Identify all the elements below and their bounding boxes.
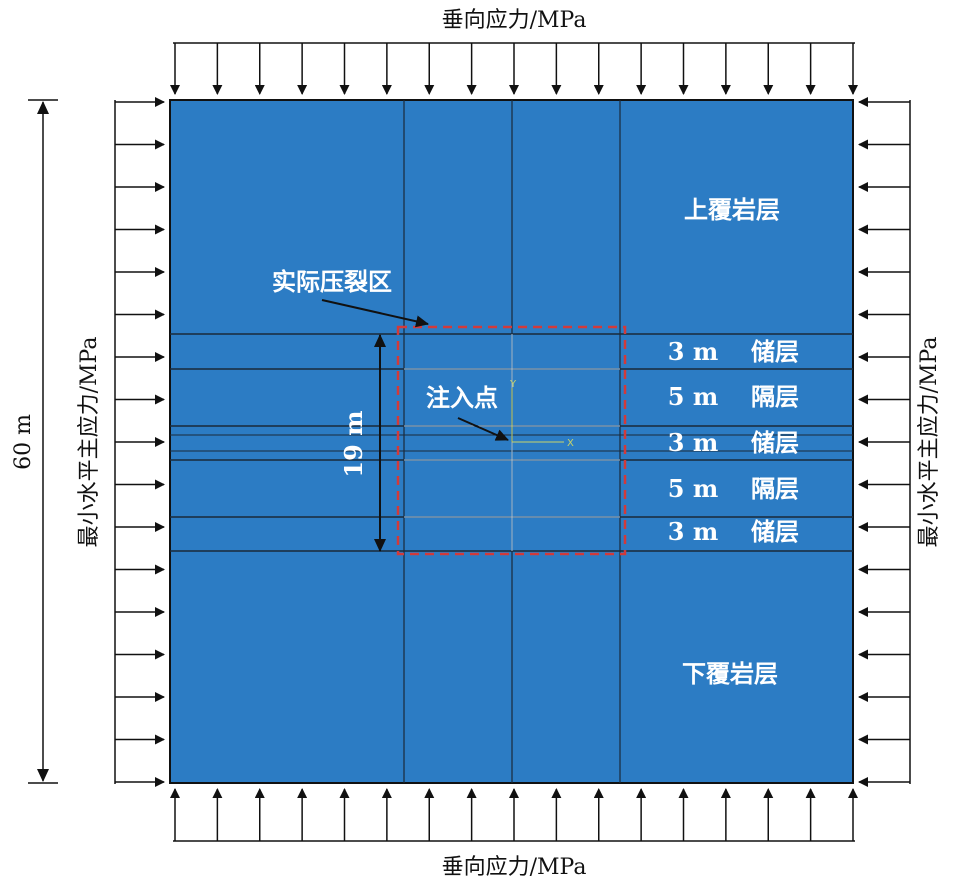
fracture-zone-label: 实际压裂区	[272, 268, 392, 296]
lower-overburden-label: 下覆岩层	[682, 660, 778, 688]
layer-5-thickness: 3 m	[668, 517, 718, 546]
bottom-stress-label: 垂向应力/MPa	[442, 855, 587, 880]
layer-3-thickness: 3 m	[668, 428, 718, 457]
left-load-arrows	[115, 97, 165, 787]
right-load-arrows	[858, 97, 910, 787]
height-dim-label: 60 m	[11, 414, 36, 470]
axis-y-label: Y	[509, 379, 517, 390]
fracture-zone-box	[396, 325, 627, 556]
zone-dim-label: 19 m	[339, 410, 368, 477]
layer-2-name: 隔层	[751, 383, 799, 411]
injection-point-pointer	[457, 417, 509, 441]
axis-triad: X Y	[509, 379, 574, 449]
height-dimension	[28, 99, 58, 784]
upper-overburden-label: 上覆岩层	[684, 196, 780, 224]
bottom-load-arrows	[170, 788, 858, 841]
injection-point-label: 注入点	[426, 384, 498, 412]
right-stress-label: 最小水平主应力/MPa	[917, 337, 942, 548]
layer-2-thickness: 5 m	[668, 382, 718, 411]
layer-5-name: 储层	[751, 518, 799, 546]
layer-1-name: 储层	[751, 338, 799, 366]
layer-4-name: 隔层	[751, 475, 799, 503]
layer-1-thickness: 3 m	[668, 337, 718, 366]
left-stress-label: 最小水平主应力/MPa	[77, 337, 102, 548]
layer-4-thickness: 5 m	[668, 474, 718, 503]
layer-3-name: 储层	[751, 429, 799, 457]
layer-labels: 3 m 储层 5 m 隔层 3 m 储层 5 m 隔层 3 m 储层	[668, 337, 799, 546]
fracture-zone-pointer	[321, 299, 429, 328]
axis-x-label: X	[567, 438, 574, 449]
load-frames	[114, 42, 911, 842]
top-stress-label: 垂向应力/MPa	[442, 8, 587, 33]
top-load-arrows	[170, 43, 858, 95]
